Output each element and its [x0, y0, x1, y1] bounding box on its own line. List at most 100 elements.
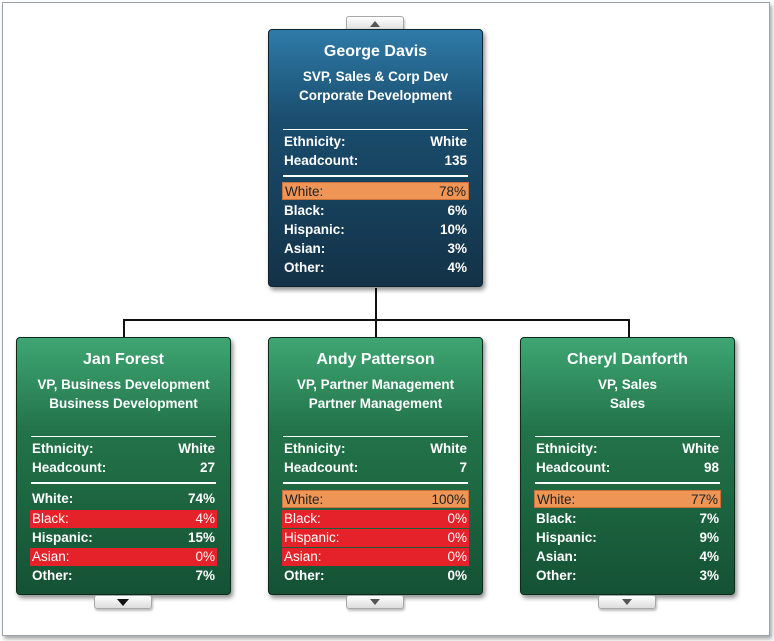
breakdown-row-black: Black: 7% [534, 510, 721, 528]
connector-child-1 [123, 319, 125, 340]
employee-title: VP, Business Development [37, 377, 210, 392]
ethnicity-label: Ethnicity: [32, 441, 94, 456]
expand-reports-button-1[interactable] [94, 595, 152, 609]
breakdown-label: Asian: [536, 549, 578, 564]
ethnicity-row: Ethnicity: White [282, 440, 469, 458]
breakdown-label: Asian: [32, 549, 70, 564]
org-card-child-2[interactable]: Andy Patterson VP, Partner Management Pa… [268, 337, 483, 595]
breakdown-label: White: [285, 184, 324, 199]
breakdown-value: 74% [187, 491, 215, 506]
org-card-child-1[interactable]: Jan Forest VP, Business Development Busi… [16, 337, 231, 595]
breakdown-label: Hispanic: [32, 530, 93, 545]
connector-root-down [375, 288, 377, 320]
breakdown-row-white: White: 74% [30, 490, 217, 508]
breakdown-row-white: White: 100% [282, 490, 469, 508]
divider [535, 436, 720, 437]
chevron-down-icon [370, 599, 380, 605]
breakdown-row-hispanic: Hispanic: 15% [30, 529, 217, 547]
breakdown-value: 0% [447, 530, 467, 545]
headcount-label: Headcount: [32, 460, 107, 475]
employee-title: VP, Partner Management [296, 377, 455, 392]
divider [283, 482, 468, 484]
ethnicity-row: Ethnicity: White [534, 440, 721, 458]
breakdown-label: Other: [536, 568, 577, 583]
chevron-down-icon [117, 598, 129, 606]
breakdown-value: 4% [447, 260, 467, 275]
employee-name: Jan Forest [83, 351, 164, 368]
breakdown-value: 7% [195, 568, 215, 583]
breakdown-value: 4% [699, 549, 719, 564]
breakdown-row-other: Other: 4% [282, 259, 469, 277]
breakdown-label: Black: [32, 511, 69, 526]
divider [31, 482, 216, 484]
connector-child-3 [628, 319, 630, 340]
org-card-root[interactable]: George Davis SVP, Sales & Corp Dev Corpo… [268, 29, 483, 287]
headcount-value: 98 [703, 460, 719, 475]
connector-child-2 [375, 319, 377, 340]
breakdown-row-other: Other: 0% [282, 567, 469, 585]
ethnicity-label: Ethnicity: [284, 441, 346, 456]
breakdown-label: Other: [32, 568, 73, 583]
headcount-value: 135 [444, 153, 467, 168]
ethnicity-value: White [430, 441, 467, 456]
breakdown-value: 3% [699, 568, 719, 583]
breakdown-row-black: Black: 4% [30, 510, 217, 528]
headcount-label: Headcount: [284, 460, 359, 475]
headcount-label: Headcount: [536, 460, 611, 475]
breakdown-value: 100% [431, 492, 466, 507]
employee-title: SVP, Sales & Corp Dev [302, 69, 449, 84]
breakdown-label: Black: [284, 511, 321, 526]
org-card-child-3[interactable]: Cheryl Danforth VP, Sales Sales Ethnicit… [520, 337, 735, 595]
breakdown-label: Asian: [284, 241, 326, 256]
breakdown-row-asian: Asian: 0% [30, 548, 217, 566]
headcount-row: Headcount: 98 [534, 459, 721, 477]
employee-department: Corporate Development [298, 88, 453, 103]
breakdown-value: 4% [195, 511, 215, 526]
breakdown-row-hispanic: Hispanic: 0% [282, 529, 469, 547]
employee-department: Sales [609, 396, 646, 411]
chevron-down-icon [622, 599, 632, 605]
chevron-up-icon [370, 20, 380, 27]
expand-reports-button-2[interactable] [346, 595, 404, 609]
breakdown-label: Other: [284, 568, 325, 583]
breakdown-value: 0% [447, 549, 467, 564]
employee-department: Partner Management [308, 396, 443, 411]
breakdown-label: White: [537, 492, 576, 507]
breakdown-row-white: White: 78% [282, 182, 469, 200]
breakdown-label: Hispanic: [284, 530, 340, 545]
breakdown-value: 78% [438, 184, 466, 199]
breakdown-label: Asian: [284, 549, 322, 564]
employee-title: VP, Sales [597, 377, 658, 392]
divider [535, 482, 720, 484]
breakdown-label: Black: [536, 511, 577, 526]
ethnicity-value: White [682, 441, 719, 456]
breakdown-label: White: [32, 491, 74, 506]
headcount-row: Headcount: 27 [30, 459, 217, 477]
breakdown-label: Other: [284, 260, 325, 275]
breakdown-value: 9% [699, 530, 719, 545]
ethnicity-row: Ethnicity: White [30, 440, 217, 458]
breakdown-value: 77% [690, 492, 718, 507]
expand-reports-button-3[interactable] [598, 595, 656, 609]
headcount-value: 27 [199, 460, 215, 475]
breakdown-value: 3% [447, 241, 467, 256]
breakdown-row-black: Black: 6% [282, 202, 469, 220]
breakdown-row-asian: Asian: 3% [282, 240, 469, 258]
breakdown-label: Black: [284, 203, 325, 218]
breakdown-value: 10% [439, 222, 467, 237]
breakdown-value: 0% [195, 549, 215, 564]
employee-name: Andy Patterson [316, 351, 435, 368]
headcount-value: 7 [459, 460, 467, 475]
headcount-row: Headcount: 7 [282, 459, 469, 477]
ethnicity-label: Ethnicity: [284, 134, 346, 149]
ethnicity-label: Ethnicity: [536, 441, 598, 456]
breakdown-row-other: Other: 3% [534, 567, 721, 585]
ethnicity-value: White [430, 134, 467, 149]
headcount-label: Headcount: [284, 153, 359, 168]
breakdown-row-hispanic: Hispanic: 10% [282, 221, 469, 239]
divider [283, 175, 468, 177]
breakdown-row-asian: Asian: 0% [282, 548, 469, 566]
breakdown-label: White: [285, 492, 324, 507]
ethnicity-value: White [178, 441, 215, 456]
breakdown-row-other: Other: 7% [30, 567, 217, 585]
